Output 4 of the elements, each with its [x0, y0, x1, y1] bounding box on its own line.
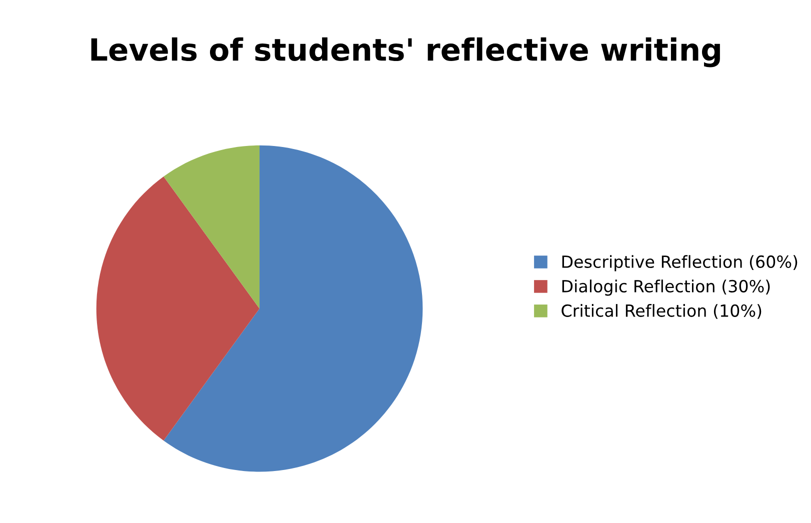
legend-label: Critical Reflection (10%): [562, 304, 762, 319]
chart-title: Levels of students' reflective writing: [91, 37, 720, 68]
legend-label: Dialogic Reflection (30%): [562, 280, 770, 296]
legend-label: Descriptive Reflection (60%): [562, 255, 798, 272]
